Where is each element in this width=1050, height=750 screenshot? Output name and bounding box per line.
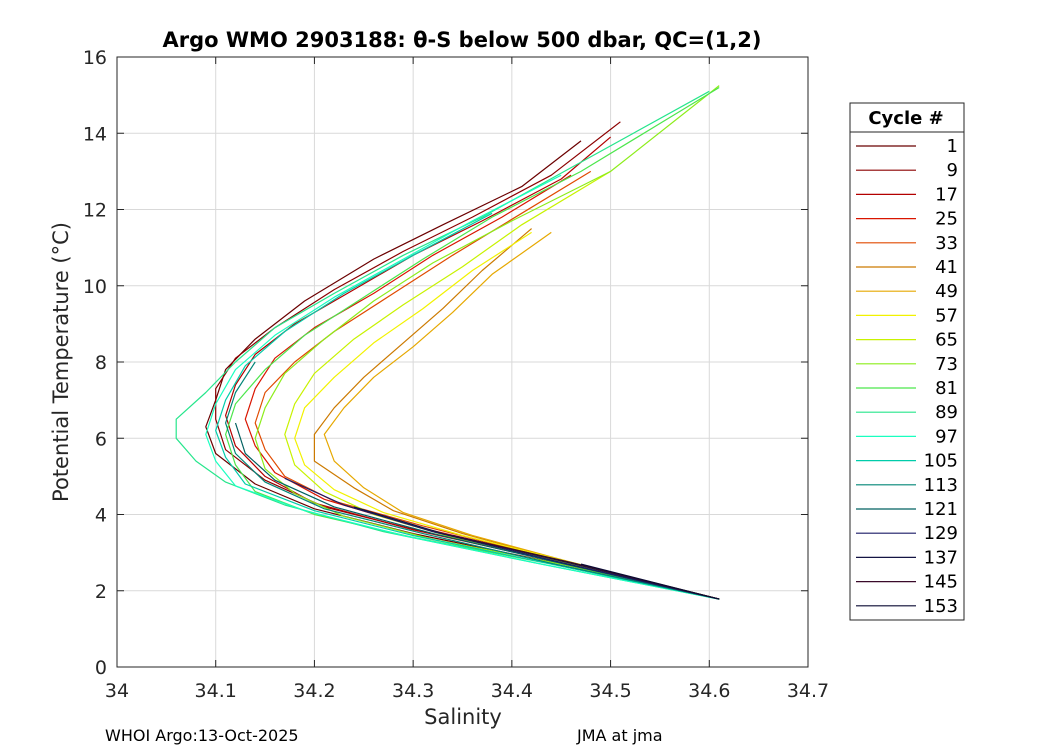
series-line [294, 231, 720, 600]
x-tick-label: 34.6 [688, 680, 730, 702]
legend-label: 113 [924, 475, 958, 496]
series-line [323, 231, 720, 600]
legend-label: 57 [935, 305, 958, 326]
legend-label: 73 [935, 354, 958, 375]
x-axis-label: Salinity [424, 705, 502, 729]
x-tick-label: 34.4 [491, 680, 533, 702]
legend-label: 25 [935, 209, 958, 230]
axis-ticks: 34 34.1 34.2 34.3 34.4 34.5 34.6 34.7 0 2 4 6 8 10 12 1… [83, 47, 829, 702]
legend-label: 129 [924, 523, 958, 544]
plot-area: 34 34.1 34.2 34.3 34.4 34.5 34.6 34.7 0 2 4 6 8 10 12 1… [83, 47, 829, 702]
legend-box [849, 102, 965, 621]
legend-label: 105 [924, 451, 958, 472]
footer-left: WHOI Argo:13-Oct-2025 [105, 726, 299, 745]
y-tick-label: 2 [95, 581, 107, 603]
legend-label: 137 [924, 547, 958, 568]
y-tick-label: 12 [83, 200, 107, 222]
x-tick-label: 34.5 [589, 680, 631, 702]
y-tick-label: 10 [83, 276, 107, 298]
series-line [313, 228, 720, 600]
legend-title: Cycle # [868, 108, 943, 129]
y-tick-label: 0 [95, 657, 107, 679]
y-axis-label: Potential Temperature (°C) [49, 222, 73, 502]
legend-label: 33 [935, 233, 958, 254]
y-tick-label: 6 [95, 428, 107, 450]
x-tick-label: 34 [105, 680, 129, 702]
series-line [225, 361, 720, 600]
x-tick-label: 34.3 [392, 680, 434, 702]
series-line [225, 136, 720, 600]
series-line [215, 212, 720, 600]
footer-right: JMA at jma [576, 726, 663, 745]
legend-label: 49 [935, 281, 958, 302]
legend-label: 81 [935, 378, 958, 399]
legend: Cycle # 1 9 17 25 33 41 49 57 65 73 81 89 97 105 113 12… [849, 102, 965, 621]
legend-label: 17 [935, 184, 958, 205]
legend-label: 97 [935, 426, 958, 447]
legend-label: 41 [935, 257, 958, 278]
y-tick-label: 8 [95, 352, 107, 374]
legend-label: 1 [947, 136, 958, 157]
series-line [234, 422, 720, 600]
legend-label: 65 [935, 330, 958, 351]
x-tick-label: 34.7 [787, 680, 829, 702]
legend-label: 89 [935, 402, 958, 423]
legend-label: 9 [947, 160, 958, 181]
y-tick-label: 16 [83, 47, 107, 69]
y-tick-label: 4 [95, 505, 107, 527]
series-line [284, 477, 720, 600]
series-line [254, 85, 720, 600]
legend-label: 121 [924, 499, 958, 520]
legend-label: 153 [924, 596, 958, 617]
series-line [205, 174, 720, 600]
series-line [254, 170, 720, 600]
series-layer [175, 85, 720, 600]
x-tick-label: 34.2 [293, 680, 335, 702]
series-line [580, 563, 720, 600]
chart-title: Argo WMO 2903188: θ-S below 500 dbar, QC… [163, 28, 762, 52]
x-tick-label: 34.1 [195, 680, 237, 702]
legend-label: 145 [924, 572, 958, 593]
legend-items: 1 9 17 25 33 41 49 57 65 73 81 89 97 105 113 121 129 137 1… [856, 136, 958, 617]
y-tick-label: 14 [83, 123, 107, 145]
